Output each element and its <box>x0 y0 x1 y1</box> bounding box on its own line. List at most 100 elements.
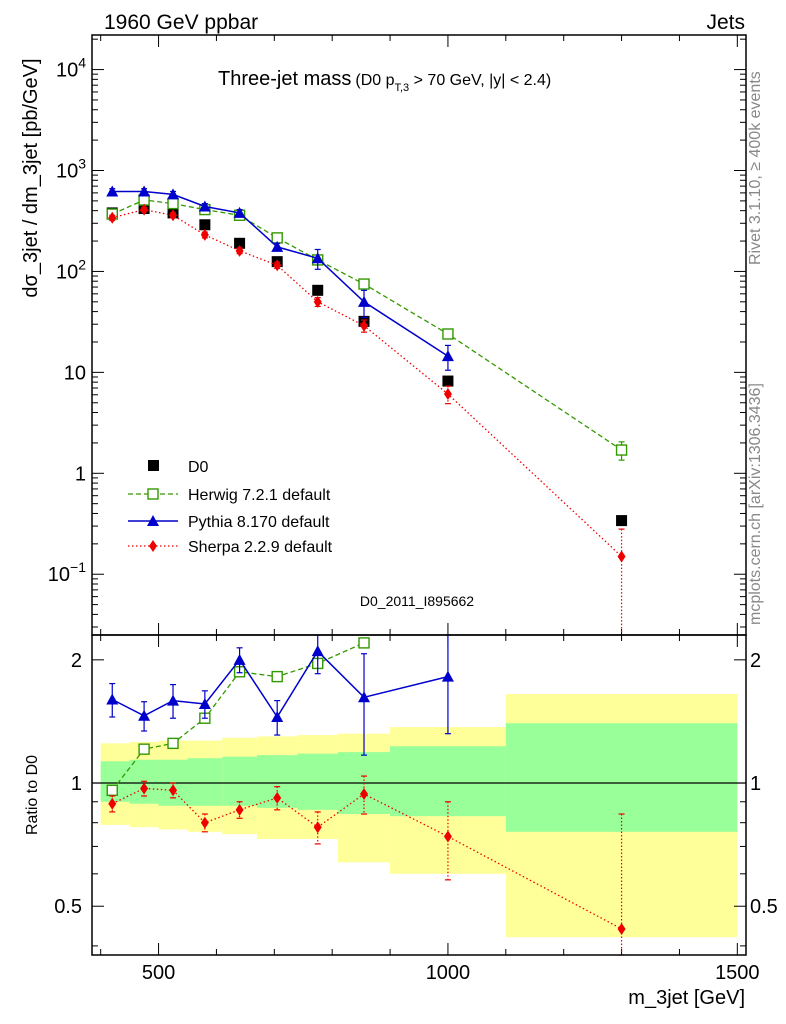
ratio-sherpa-point <box>235 803 244 816</box>
main-herwig-point <box>138 194 150 206</box>
legend-label-herwig: Herwig 7.2.1 default <box>188 487 331 504</box>
ratio-herwig-point <box>167 737 179 750</box>
ratio-panel: 2 2 1 1 0.5 0.5 500 1000 1500 Ratio to D0 m_3jet… <box>24 634 778 1009</box>
ratio-sherpa-point <box>273 791 282 804</box>
ratio-band-inner <box>222 756 257 806</box>
ratio-sherpa-point <box>169 784 178 797</box>
ratio-sherpa-point <box>360 788 369 801</box>
header-left: 1960 GeV ppbar <box>104 11 258 34</box>
main-pythia-point <box>358 295 371 307</box>
ratio-pythia-point <box>138 709 151 721</box>
header-right: Jets <box>706 11 745 34</box>
main-sherpa-point <box>273 259 282 272</box>
ratio-frame <box>91 634 747 956</box>
main-pythia-point <box>311 252 324 264</box>
ratio-herwig-point <box>106 784 118 796</box>
main-y-tick-label: 102 <box>56 256 86 283</box>
ratio-pythia-point <box>271 710 284 722</box>
ratio-pythia-point <box>167 694 180 706</box>
main-sherpa-point <box>140 203 149 216</box>
main-pythia-point <box>441 350 454 362</box>
ratio-y-tick-label-right: 0.5 <box>750 896 778 918</box>
analysis-id: D0_2011_I895662 <box>360 593 474 609</box>
ratio-sherpa-point <box>200 816 209 829</box>
ratio-y-tick-label-right: 2 <box>750 650 761 672</box>
ratio-pythia-point <box>233 653 246 665</box>
main-pythia-point <box>106 185 119 197</box>
ratio-sherpa-point <box>313 821 322 834</box>
title-sub-subscript: T,3 <box>395 82 410 94</box>
ratio-band-inner <box>505 723 738 832</box>
x-tick-label: 500 <box>142 962 175 984</box>
main-pythia-point <box>138 185 151 197</box>
main-data-point <box>312 284 324 296</box>
x-tick-label: 1000 <box>426 962 471 984</box>
ratio-y-tick-label: 2 <box>71 650 82 672</box>
ratio-pythia-line <box>111 650 449 719</box>
title-main: Three-jet mass <box>218 68 351 90</box>
main-herwig-point <box>167 197 179 210</box>
ratio-sherpa-point <box>617 922 626 935</box>
ratio-pythia-point <box>106 693 119 705</box>
ratio-pythia-point <box>358 691 371 703</box>
ratio-pythia-point <box>198 697 211 709</box>
legend-marker-herwig <box>147 488 159 500</box>
main-data-point <box>234 237 246 249</box>
plot-title: Three-jet mass (D0 pT,3 > 70 GeV, |y| < 2… <box>218 68 551 94</box>
ratio-pythia-point <box>311 645 324 657</box>
legend-label-pythia: Pythia 8.170 default <box>188 514 330 531</box>
main-y-axis-label: dσ_3jet / dm_3jet [pb/GeV] <box>20 58 42 297</box>
main-data-point <box>199 219 211 231</box>
ratio-band-inner <box>390 746 506 817</box>
main-pythia-point <box>271 240 284 252</box>
legend: D0 Herwig 7.2.1 default Pythia 8.170 def… <box>128 459 333 556</box>
ratio-sherpa-point <box>140 782 149 795</box>
main-sherpa-point <box>360 319 369 332</box>
main-pythia-point <box>198 200 211 212</box>
main-y-tick-label: 1 <box>75 463 86 485</box>
main-herwig-point <box>615 444 628 456</box>
main-sherpa-point <box>235 244 244 257</box>
main-pythia-line <box>112 190 449 357</box>
main-sherpa-point <box>313 295 322 308</box>
ratio-herwig-point <box>271 670 283 683</box>
ratio-sherpa-line <box>112 787 622 930</box>
legend-marker-pythia <box>147 515 159 526</box>
ratio-y-axis-label: Ratio to D0 <box>24 755 41 835</box>
main-sherpa-point <box>108 211 117 224</box>
title-sub-prefix: (D0 p <box>355 72 394 89</box>
ratio-y-tick-label-right: 1 <box>750 773 761 795</box>
main-sherpa-point <box>169 209 178 222</box>
main-y-tick-label: 10−1 <box>48 559 86 586</box>
mcplots-label: mcplots.cern.ch [arXiv:1306.3436] <box>747 383 764 625</box>
ratio-sherpa-point <box>108 797 117 810</box>
main-herwig-line <box>112 199 622 451</box>
main-sherpa-point <box>200 228 209 241</box>
main-herwig-point <box>358 278 370 290</box>
x-axis-label: m_3jet [GeV] <box>628 987 745 1009</box>
legend-label-d0: D0 <box>188 459 209 476</box>
x-tick-label: 1500 <box>715 962 760 984</box>
main-y-tick-label: 104 <box>56 55 86 82</box>
ratio-herwig-point <box>358 637 370 649</box>
main-data-point <box>616 515 628 527</box>
main-y-tick-label: 10 <box>64 362 86 384</box>
legend-marker-sherpa <box>149 540 157 552</box>
title-sub-suffix: > 70 GeV, |y| < 2.4) <box>409 72 551 89</box>
ratio-y-tick-label: 0.5 <box>54 896 82 918</box>
ratio-band-inner <box>297 753 338 810</box>
main-y-tick-label: 103 <box>56 155 86 182</box>
ratio-sherpa-point <box>443 830 452 843</box>
main-data-point <box>442 375 454 387</box>
legend-marker-d0 <box>148 460 159 471</box>
main-sherpa-point <box>443 388 452 401</box>
main-herwig-point <box>442 328 454 340</box>
main-sherpa-line <box>112 208 623 557</box>
main-pythia-point <box>167 188 180 200</box>
ratio-y-tick-label: 1 <box>71 773 82 795</box>
ratio-band-inner <box>187 758 223 806</box>
rivet-label: Rivet 3.1.10, ≥ 400k events <box>747 71 764 265</box>
main-pythia-point <box>233 206 246 218</box>
